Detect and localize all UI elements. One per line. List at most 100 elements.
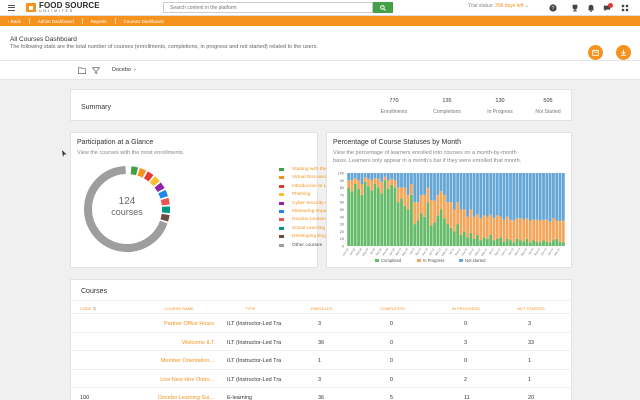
- bar-segment[interactable]: [452, 231, 456, 246]
- trial-days-link[interactable]: 396 days left: [495, 3, 524, 9]
- bar-segment[interactable]: [416, 202, 420, 221]
- bar-segment[interactable]: [357, 173, 360, 181]
- donut-slice[interactable]: [154, 182, 165, 193]
- bar-segment[interactable]: [499, 173, 502, 217]
- bar-segment[interactable]: [433, 173, 436, 201]
- bar-segment[interactable]: [509, 240, 512, 246]
- search-button[interactable]: [373, 2, 393, 13]
- bar-segment[interactable]: [479, 173, 483, 219]
- bar-segment[interactable]: [456, 173, 460, 203]
- bar-segment[interactable]: [469, 232, 473, 246]
- legend-item[interactable]: Introduction to Leadership: [279, 183, 347, 190]
- bar-segment[interactable]: [443, 194, 446, 219]
- bar-segment[interactable]: [443, 218, 446, 246]
- column-header-completed[interactable]: COMPLETED: [380, 306, 405, 311]
- bar-segment[interactable]: [552, 173, 555, 219]
- legend-item[interactable]: Docebo Learning Suite: [279, 216, 341, 223]
- bar-segment[interactable]: [505, 216, 509, 239]
- bar-segment[interactable]: [548, 242, 552, 246]
- bar-segment[interactable]: [423, 173, 427, 195]
- bar-segment[interactable]: [476, 173, 479, 215]
- export-button[interactable]: [616, 45, 631, 60]
- bar-segment[interactable]: [370, 180, 374, 191]
- bar-segment[interactable]: [423, 216, 427, 246]
- bar-segment[interactable]: [552, 218, 555, 241]
- bar-segment[interactable]: [459, 173, 463, 210]
- bar-segment[interactable]: [406, 173, 410, 195]
- bar-segment[interactable]: [443, 173, 446, 195]
- bar-segment[interactable]: [367, 178, 370, 187]
- bar-segment[interactable]: [373, 173, 377, 179]
- bar-segment[interactable]: [489, 214, 493, 236]
- breadcrumb-reports[interactable]: Reports: [90, 18, 107, 24]
- bar-segment[interactable]: [390, 184, 393, 246]
- bar-segment[interactable]: [545, 173, 549, 220]
- bar-segment[interactable]: [505, 173, 509, 217]
- bar-segment[interactable]: [469, 209, 473, 233]
- bar-segment[interactable]: [429, 200, 433, 226]
- bar-segment[interactable]: [449, 227, 453, 246]
- bar-segment[interactable]: [459, 209, 463, 236]
- table-cell-name[interactable]: Live New Hire Onbo...: [160, 376, 214, 383]
- bar-segment[interactable]: [542, 240, 545, 246]
- bar-segment[interactable]: [396, 173, 400, 188]
- bar-segment[interactable]: [363, 177, 367, 182]
- bar-segment[interactable]: [436, 173, 440, 195]
- bar-segment[interactable]: [376, 178, 380, 188]
- bar-segment[interactable]: [403, 187, 407, 206]
- bar-segment[interactable]: [495, 215, 499, 239]
- bar-segment[interactable]: [466, 173, 469, 217]
- bar-segment[interactable]: [538, 220, 542, 243]
- bar-segment[interactable]: [452, 209, 456, 232]
- bar-segment[interactable]: [449, 173, 453, 203]
- bar-segment[interactable]: [535, 173, 539, 220]
- bar-segment[interactable]: [350, 173, 354, 181]
- bar-segment[interactable]: [542, 219, 545, 241]
- bar-segment[interactable]: [360, 194, 364, 246]
- bar-segment[interactable]: [462, 231, 466, 246]
- bar-segment[interactable]: [383, 173, 387, 177]
- chart-legend-label[interactable]: Not started: [465, 258, 486, 263]
- bar-segment[interactable]: [489, 173, 493, 215]
- bar-segment[interactable]: [485, 216, 489, 239]
- bar-segment[interactable]: [363, 173, 367, 178]
- bar-segment[interactable]: [367, 173, 370, 179]
- donut-slice[interactable]: [160, 213, 170, 222]
- bar-segment[interactable]: [449, 202, 453, 228]
- bar-segment[interactable]: [509, 219, 512, 241]
- bar-segment[interactable]: [495, 238, 499, 246]
- bar-segment[interactable]: [528, 173, 532, 221]
- bar-segment[interactable]: [426, 187, 430, 203]
- bar-segment[interactable]: [400, 173, 403, 188]
- bar-segment[interactable]: [555, 238, 559, 246]
- bar-segment[interactable]: [353, 173, 357, 179]
- bar-segment[interactable]: [552, 240, 555, 246]
- donut-slice[interactable]: [149, 176, 160, 187]
- bar-segment[interactable]: [360, 173, 364, 184]
- bar-segment[interactable]: [393, 173, 397, 181]
- column-header-course-name[interactable]: COURSE NAME: [164, 306, 194, 311]
- bar-segment[interactable]: [347, 180, 351, 188]
- bar-segment[interactable]: [548, 221, 552, 243]
- bar-segment[interactable]: [492, 173, 496, 219]
- bar-segment[interactable]: [519, 218, 522, 241]
- bar-segment[interactable]: [525, 238, 529, 246]
- bar-segment[interactable]: [403, 173, 407, 188]
- back-link[interactable]: ‹ Back: [8, 18, 21, 24]
- bar-segment[interactable]: [353, 178, 357, 184]
- bar-segment[interactable]: [419, 173, 423, 195]
- donut-slice[interactable]: [158, 189, 169, 199]
- bar-segment[interactable]: [383, 180, 387, 246]
- bar-segment[interactable]: [492, 218, 496, 241]
- bar-segment[interactable]: [390, 178, 393, 185]
- bar-segment[interactable]: [396, 187, 400, 203]
- trophy-icon[interactable]: [569, 2, 581, 14]
- bar-segment[interactable]: [367, 186, 370, 246]
- bar-segment[interactable]: [538, 242, 542, 246]
- bar-segment[interactable]: [476, 235, 479, 246]
- bar-segment[interactable]: [522, 241, 526, 246]
- donut-slice[interactable]: [160, 197, 170, 206]
- bar-segment[interactable]: [502, 219, 506, 242]
- bar-segment[interactable]: [400, 187, 403, 199]
- bar-segment[interactable]: [370, 173, 374, 181]
